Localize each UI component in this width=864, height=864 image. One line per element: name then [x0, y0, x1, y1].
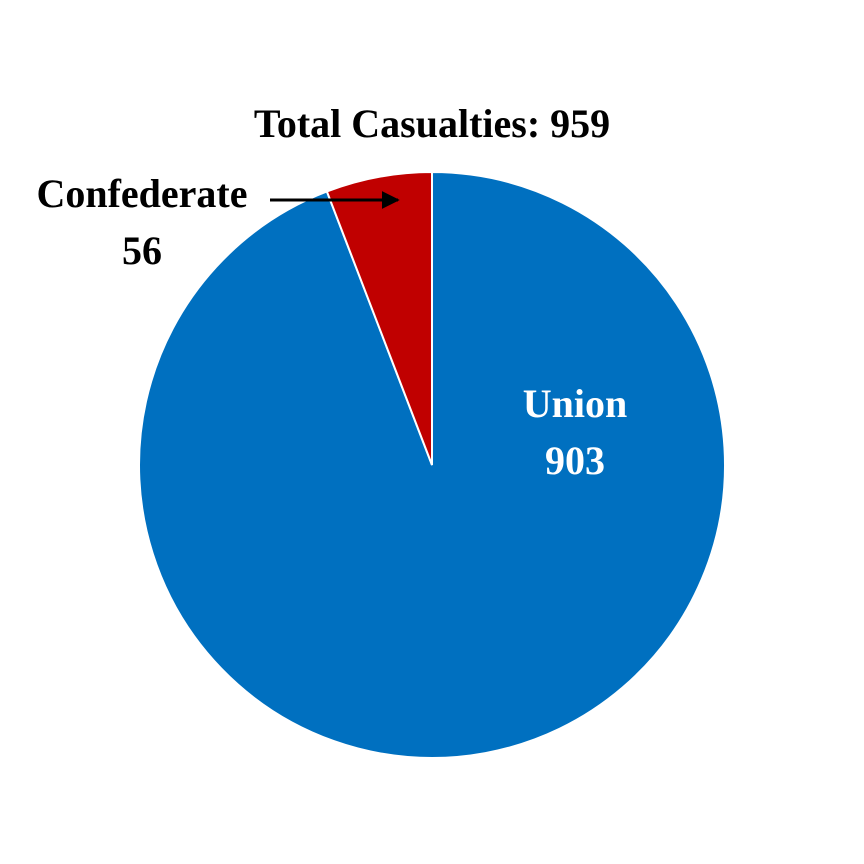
slice-label: Confederate [36, 171, 247, 216]
slice-value: 903 [545, 438, 605, 483]
labels: Union 903 Confederate 56 [36, 171, 627, 483]
slice-value: 56 [122, 228, 162, 273]
pie-slice [325, 170, 433, 466]
slices [138, 170, 726, 759]
slice-label: Union [523, 381, 628, 426]
chart-title: Total Casualties: 959 [254, 101, 610, 146]
